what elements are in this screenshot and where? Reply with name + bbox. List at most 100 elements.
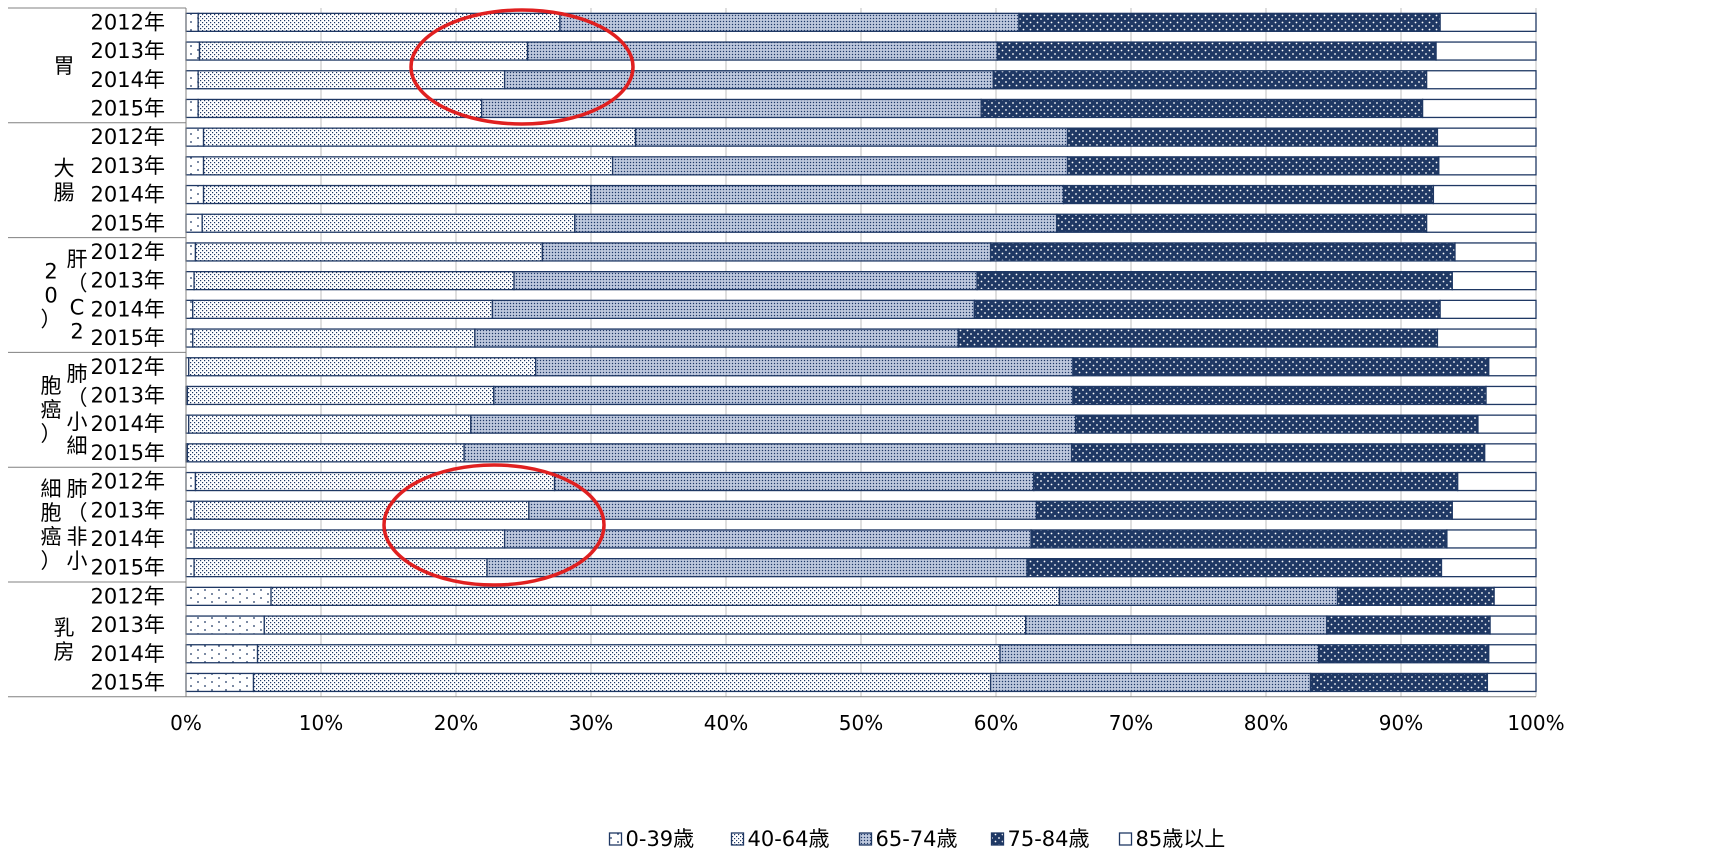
bar-segment-40-64歳 <box>202 127 637 147</box>
bar-segment-75-84歳 <box>1018 12 1441 33</box>
bar-segment-65-74歳 <box>474 328 959 348</box>
bar-segment-75-84歳 <box>973 299 1441 320</box>
x-tick-label: 40% <box>704 711 748 735</box>
bar-segment-65-74歳 <box>528 500 1038 520</box>
bar-segment-0-39歳 <box>185 644 259 664</box>
bar-segment-0-39歳 <box>185 270 195 291</box>
bar-segment-0-39歳 <box>185 500 195 520</box>
bar-segment-85歳以上 <box>1426 213 1537 233</box>
legend-swatch <box>730 832 745 846</box>
year-label: 2015年 <box>91 96 165 120</box>
bar-segment-85歳以上 <box>1446 529 1537 549</box>
year-labels: 2012年 2013年 2014年 2015年 2012年 2013年 2014年 2015年… <box>91 10 165 694</box>
year-label: 2012年 <box>91 125 165 149</box>
bar-segment-65-74歳 <box>559 12 1020 33</box>
bar-segment-75-84歳 <box>1309 672 1489 693</box>
year-label: 2012年 <box>91 240 165 264</box>
bar-segment-85歳以上 <box>1438 156 1537 176</box>
bar-segment-65-74歳 <box>526 41 998 61</box>
legend-item: 75-84歳 <box>990 827 1090 851</box>
bar-segment-65-74歳 <box>503 529 1032 549</box>
bar-segment-0-39歳 <box>185 615 265 635</box>
annotation-ellipse-lung-nsclc <box>382 463 606 587</box>
x-tick-label: 10% <box>299 711 343 735</box>
bar-segment-0-39歳 <box>185 529 195 549</box>
year-label: 2014年 <box>91 642 165 666</box>
bar-segment-65-74歳 <box>574 213 1058 233</box>
bar-segment-75-84歳 <box>1318 644 1490 664</box>
legend-item: 85歳以上 <box>1118 827 1226 851</box>
bar-segment-85歳以上 <box>1485 385 1537 406</box>
legend-item: 0-39歳 <box>608 827 694 851</box>
bar-segment-40-64歳 <box>193 529 506 549</box>
legend-label: 40-64歳 <box>748 827 830 851</box>
year-label: 2014年 <box>91 527 165 551</box>
annotations <box>382 8 635 587</box>
legend-swatch <box>858 832 873 846</box>
bar-segment-40-64歳 <box>256 644 1001 664</box>
bar-segment-85歳以上 <box>1493 586 1537 606</box>
x-tick-label: 30% <box>569 711 613 735</box>
bar-segment-40-64歳 <box>194 471 556 492</box>
bar-segment-40-64歳 <box>193 270 515 291</box>
bar-segment-75-84歳 <box>976 270 1453 291</box>
bar-segment-0-39歳 <box>185 558 195 578</box>
bar-segment-40-64歳 <box>197 12 561 33</box>
year-label: 2014年 <box>91 297 165 321</box>
bar-segment-65-74歳 <box>590 184 1065 205</box>
legend-label: 85歳以上 <box>1136 827 1226 851</box>
legend-item: 40-64歳 <box>730 827 830 851</box>
year-label: 2015年 <box>91 556 165 580</box>
bar-segment-40-64歳 <box>252 672 992 693</box>
bar-segment-75-84歳 <box>1026 558 1443 578</box>
bar-segment-75-84歳 <box>996 41 1437 61</box>
bar-segment-0-39歳 <box>185 12 199 33</box>
bar-segment-40-64歳 <box>193 500 530 520</box>
bar-segment-65-74歳 <box>611 156 1069 176</box>
bar-segment-40-64歳 <box>197 98 483 119</box>
bar-segment-65-74歳 <box>634 127 1069 147</box>
legend-label: 75-84歳 <box>1008 827 1090 851</box>
bar-segment-85歳以上 <box>1435 41 1537 61</box>
bar-segment-75-84歳 <box>1072 357 1490 377</box>
year-label: 2012年 <box>91 10 165 34</box>
bar-segment-0-39歳 <box>185 127 205 147</box>
bar-segment-65-74歳 <box>480 98 982 119</box>
group-label: 肺（非小細胞癌） <box>41 477 88 573</box>
bar-segment-65-74歳 <box>989 672 1312 693</box>
bar-segment-40-64歳 <box>202 184 592 205</box>
bar-segment-85歳以上 <box>1439 299 1537 320</box>
bar-segment-75-84歳 <box>1030 529 1448 549</box>
year-label: 2014年 <box>91 412 165 436</box>
bar-segment-75-84歳 <box>1070 443 1486 463</box>
bar-segment-85歳以上 <box>1484 443 1537 463</box>
group-label: 肺（小細胞癌） <box>41 362 88 458</box>
x-tick-label: 60% <box>974 711 1018 735</box>
bar-segment-65-74歳 <box>493 385 1074 406</box>
bar-segment-40-64歳 <box>186 443 465 463</box>
x-tick-label: 100% <box>1507 711 1564 735</box>
year-label: 2015年 <box>91 441 165 465</box>
bar-segment-0-39歳 <box>185 70 199 90</box>
bar-segment-75-84歳 <box>957 328 1439 348</box>
bar-segment-75-84歳 <box>980 98 1424 119</box>
bar-segment-75-84歳 <box>1033 471 1459 492</box>
group-label: 乳房 <box>54 616 75 664</box>
year-label: 2014年 <box>91 68 165 92</box>
year-label: 2013年 <box>91 383 165 407</box>
year-label: 2012年 <box>91 355 165 379</box>
bar-segment-0-39歳 <box>185 213 203 233</box>
bar-segment-0-39歳 <box>185 299 194 320</box>
bar-segment-75-84歳 <box>1056 213 1428 233</box>
bar-segment-65-74歳 <box>1025 615 1328 635</box>
group-label: 肝（ C 22 0） <box>41 247 88 343</box>
bar-segment-40-64歳 <box>197 70 506 90</box>
bar-segment-0-39歳 <box>185 672 255 693</box>
bar-segment-40-64歳 <box>186 385 495 406</box>
bar-segment-85歳以上 <box>1426 70 1537 90</box>
bar-segment-85歳以上 <box>1486 672 1537 693</box>
bar-segment-40-64歳 <box>201 213 576 233</box>
bar-segment-65-74歳 <box>1058 586 1339 606</box>
